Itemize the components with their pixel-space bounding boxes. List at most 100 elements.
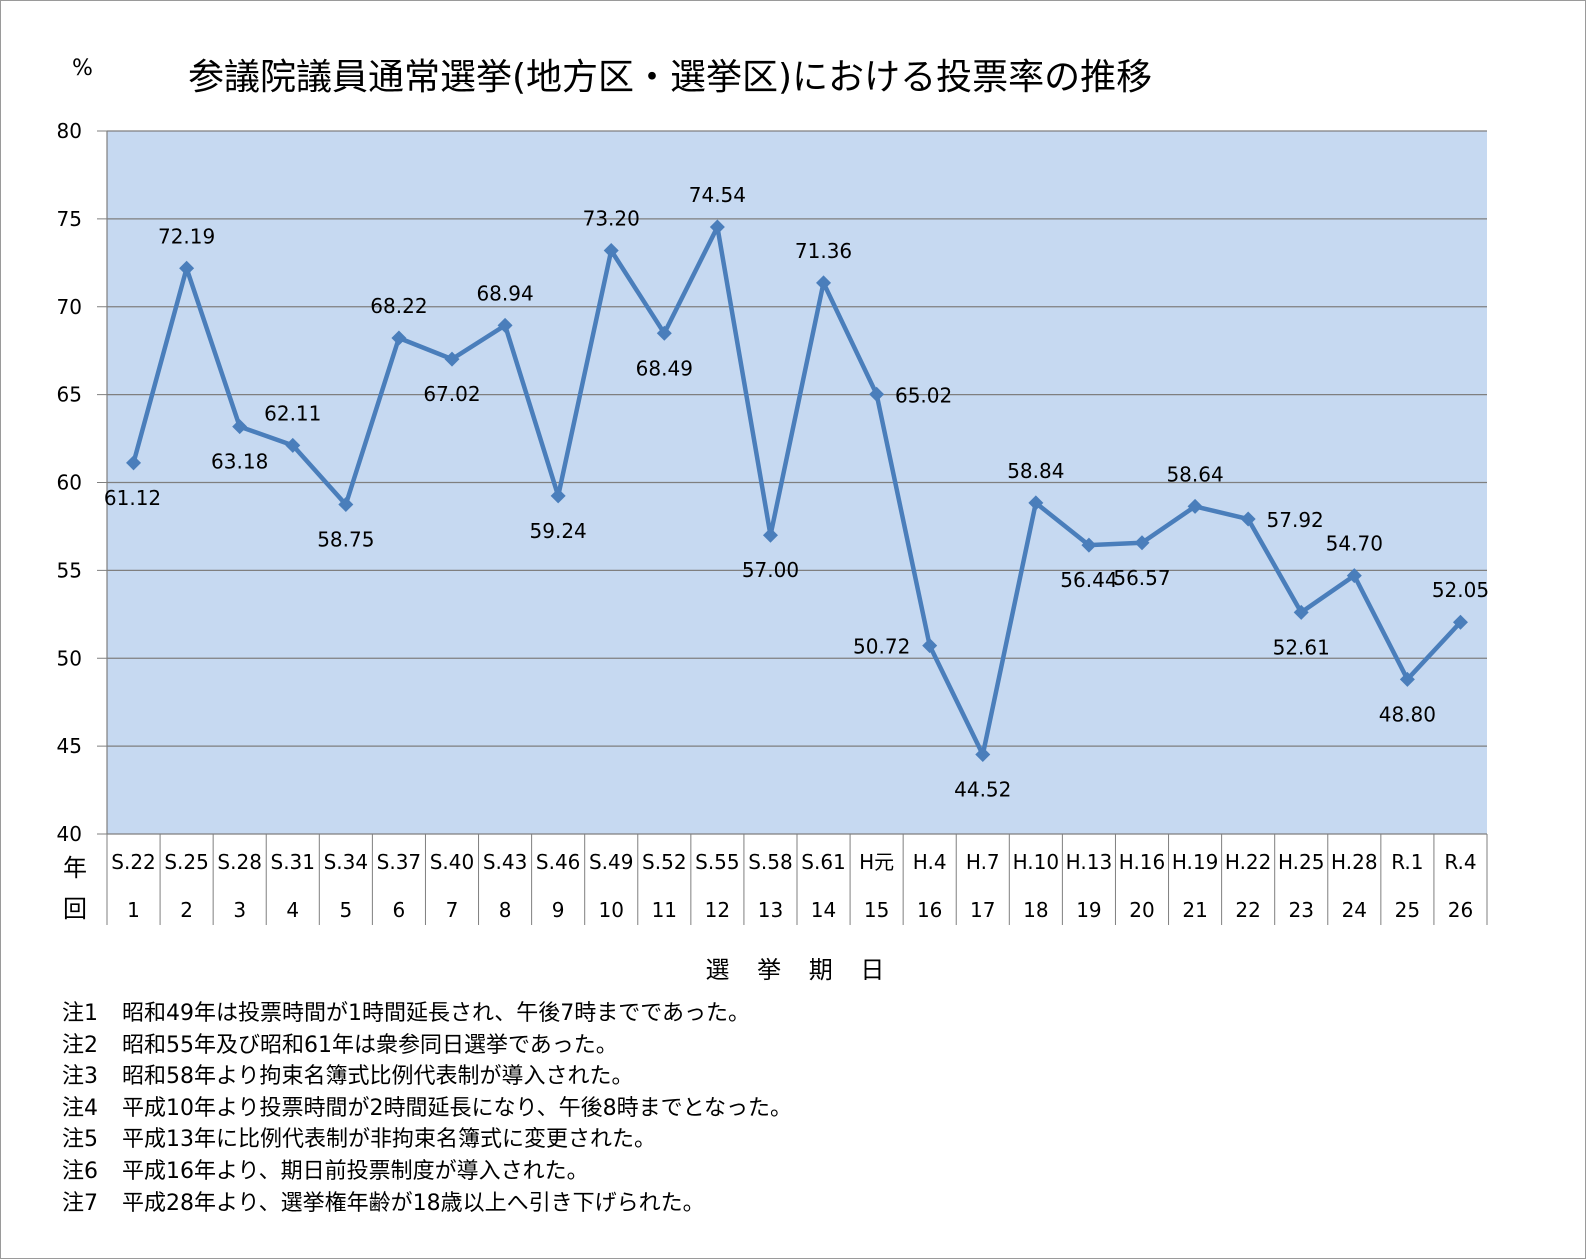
series-turnout bbox=[131, 224, 1463, 757]
data-point bbox=[709, 219, 725, 235]
x-category-label: S.28 bbox=[217, 850, 262, 874]
x-category-label: H.7 bbox=[966, 850, 1000, 874]
x-round-label: 14 bbox=[811, 898, 836, 922]
x-round-label: 22 bbox=[1235, 898, 1260, 922]
x-category-label: H.22 bbox=[1225, 850, 1272, 874]
data-label: 52.05 bbox=[1432, 578, 1489, 602]
x-round-label: 13 bbox=[758, 898, 783, 922]
x-round-label: 11 bbox=[652, 898, 677, 922]
note-item: 注1 昭和49年は投票時間が1時間延長され、午後7時までであった。 bbox=[62, 998, 792, 1030]
data-label: 58.84 bbox=[1007, 459, 1064, 483]
note-item: 注3 昭和58年より拘束名簿式比例代表制が導入された。 bbox=[62, 1061, 792, 1093]
x-category-label: H.13 bbox=[1066, 850, 1113, 874]
x-category-label: S.25 bbox=[164, 850, 209, 874]
x-category-label: S.46 bbox=[536, 850, 581, 874]
x-category-label: S.37 bbox=[377, 850, 422, 874]
data-point bbox=[1399, 671, 1415, 687]
y-tick-label: 40 bbox=[57, 822, 82, 846]
data-point bbox=[285, 437, 301, 453]
note-item: 注2 昭和55年及び昭和61年は衆参同日選挙であった。 bbox=[62, 1030, 792, 1062]
x-category-label: S.52 bbox=[642, 850, 687, 874]
y-tick-label: 55 bbox=[57, 558, 82, 582]
data-point bbox=[1293, 604, 1309, 620]
y-tick-label: 45 bbox=[57, 734, 82, 758]
x-round-label: 5 bbox=[339, 898, 352, 922]
data-point bbox=[656, 325, 672, 341]
data-label: 63.18 bbox=[211, 450, 268, 474]
data-label: 56.44 bbox=[1060, 568, 1117, 592]
data-point bbox=[1452, 614, 1468, 630]
data-label: 48.80 bbox=[1379, 702, 1436, 726]
data-point bbox=[179, 260, 195, 276]
note-label: 注5 bbox=[62, 1127, 98, 1153]
note-label: 注1 bbox=[62, 1001, 98, 1026]
y-tick-label: 50 bbox=[57, 646, 82, 670]
data-point bbox=[762, 527, 778, 543]
data-label: 50.72 bbox=[853, 635, 910, 659]
note-item: 注7 平成28年より、選挙権年齢が18歳以上へ引き下げられた。 bbox=[62, 1188, 792, 1220]
data-label: 54.70 bbox=[1326, 532, 1383, 556]
x-category-label: S.43 bbox=[483, 850, 528, 874]
x-round-label: 7 bbox=[446, 898, 459, 922]
note-item: 注4 平成10年より投票時間が2時間延長になり、午後8時までとなった。 bbox=[62, 1093, 792, 1125]
data-label: 58.75 bbox=[317, 527, 374, 551]
data-label: 58.64 bbox=[1166, 462, 1223, 486]
data-point bbox=[603, 243, 619, 259]
data-label: 72.19 bbox=[158, 224, 215, 248]
x-round-label: 20 bbox=[1129, 898, 1154, 922]
data-label: 67.02 bbox=[423, 382, 480, 406]
x-round-label: 26 bbox=[1448, 898, 1473, 922]
x-round-label: 19 bbox=[1076, 898, 1101, 922]
data-point bbox=[497, 317, 513, 333]
note-label: 注6 bbox=[62, 1158, 98, 1184]
data-label: 44.52 bbox=[954, 778, 1011, 802]
note-text: 平成10年より投票時間が2時間延長になり、午後8時までとなった。 bbox=[122, 1095, 793, 1121]
data-label: 57.92 bbox=[1267, 508, 1324, 532]
note-text: 昭和55年及び昭和61年は衆参同日選挙であった。 bbox=[122, 1032, 618, 1058]
data-point bbox=[444, 351, 460, 367]
data-point bbox=[975, 747, 991, 763]
x-round-label: 1 bbox=[127, 898, 140, 922]
data-point bbox=[1187, 498, 1203, 514]
data-labels: 61.12 72.19 63.18 62.11 58.75 68.22 67.02 68.94… bbox=[104, 183, 1489, 802]
x-category-label: S.22 bbox=[111, 850, 156, 874]
note-item: 注5 平成13年に比例代表制が非拘束名簿式に変更された。 bbox=[62, 1124, 792, 1156]
x-axis-label: 選 挙 期 日 bbox=[705, 956, 895, 984]
data-label: 73.20 bbox=[583, 207, 640, 231]
data-point bbox=[869, 386, 885, 402]
x-category-label: H.16 bbox=[1119, 850, 1166, 874]
data-label: 68.22 bbox=[370, 294, 427, 318]
data-point bbox=[550, 488, 566, 504]
x-round-label: 10 bbox=[599, 898, 624, 922]
y-tick-label: 75 bbox=[57, 207, 82, 231]
data-label: 71.36 bbox=[795, 239, 852, 263]
row-header-round: 回 bbox=[63, 895, 87, 923]
data-point bbox=[391, 330, 407, 346]
note-text: 平成16年より、期日前投票制度が導入された。 bbox=[122, 1158, 589, 1184]
x-category-label: H.25 bbox=[1278, 850, 1325, 874]
x-category-label: S.40 bbox=[430, 850, 475, 874]
y-tick-label: 70 bbox=[57, 295, 82, 319]
x-category-label: R.4 bbox=[1444, 850, 1476, 874]
data-label: 59.24 bbox=[530, 519, 587, 543]
data-label: 65.02 bbox=[895, 383, 952, 407]
data-point bbox=[1346, 568, 1362, 584]
data-point bbox=[922, 638, 938, 654]
x-category-label: S.49 bbox=[589, 850, 634, 874]
x-round-label: 23 bbox=[1289, 898, 1314, 922]
note-label: 注3 bbox=[62, 1064, 98, 1090]
data-label: 68.49 bbox=[636, 356, 693, 380]
notes-list: 注1 昭和49年は投票時間が1時間延長され、午後7時までであった。 注2 昭和55年及… bbox=[62, 998, 792, 1219]
y-tick-label: 60 bbox=[57, 471, 82, 495]
x-category-label: H.10 bbox=[1013, 850, 1060, 874]
row-header-year: 年 bbox=[63, 854, 87, 882]
x-round-label: 3 bbox=[233, 898, 246, 922]
data-label: 74.54 bbox=[689, 183, 746, 207]
note-text: 平成28年より、選挙権年齢が18歳以上へ引き下げられた。 bbox=[122, 1190, 705, 1216]
x-round-label: 6 bbox=[393, 898, 406, 922]
data-point bbox=[1081, 537, 1097, 553]
data-label: 52.61 bbox=[1273, 635, 1330, 659]
data-label: 57.00 bbox=[742, 558, 799, 582]
x-category-label: S.61 bbox=[801, 850, 846, 874]
